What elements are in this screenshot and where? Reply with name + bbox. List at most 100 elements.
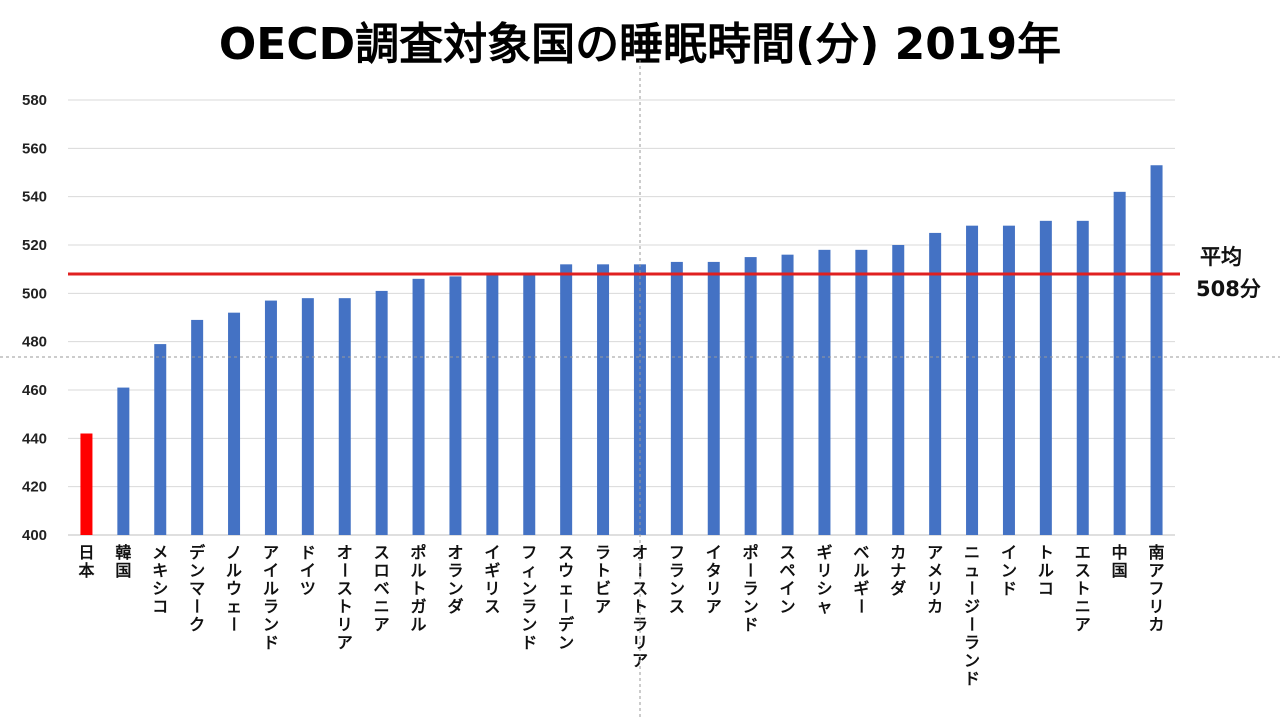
average-annotation: 平均 508分 (68, 245, 1261, 301)
x-category-label: 中国 (1112, 543, 1128, 580)
category-char: ト (337, 597, 353, 616)
grid-lines (68, 99, 1175, 536)
category-char: デ (189, 543, 206, 562)
category-char: メ (152, 543, 168, 562)
category-char: ェ (226, 597, 242, 616)
category-char: ギ (816, 543, 832, 562)
category-char: ド (263, 633, 279, 652)
category-char: ル (411, 561, 427, 580)
category-char: ベ (853, 543, 869, 562)
category-char: ベ (374, 579, 390, 598)
category-char: ポ (411, 543, 427, 562)
category-char: 国 (115, 561, 131, 580)
category-char: ス (337, 579, 353, 598)
category-char: ー (962, 616, 981, 632)
y-tick-label: 400 (22, 527, 47, 544)
y-axis-tick-labels: 400 420 440 460 480 500 520 540 560 580 (22, 92, 47, 544)
category-char: 本 (78, 561, 94, 580)
category-char: リ (1149, 597, 1165, 616)
category-char: ロ (374, 561, 390, 580)
x-category-label: カナダ (890, 543, 906, 598)
category-char: デ (558, 615, 575, 634)
category-char: カ (890, 543, 906, 562)
bar (929, 232, 942, 535)
category-char: ル (853, 561, 869, 580)
category-char: イ (780, 579, 796, 598)
category-char: ン (558, 633, 574, 652)
bar (191, 319, 204, 535)
bar (80, 433, 93, 535)
category-char: リ (816, 561, 832, 580)
category-char: リ (484, 579, 500, 598)
category-char: ン (964, 651, 980, 670)
category-char: ン (669, 579, 685, 598)
category-char: ギ (484, 561, 500, 580)
category-char: コ (152, 597, 168, 616)
category-char: リ (706, 579, 722, 598)
category-char: ツ (300, 579, 316, 598)
category-char: ア (1075, 615, 1091, 634)
category-char: ス (669, 597, 685, 616)
category-char: ラ (447, 561, 463, 580)
category-char: 国 (1112, 561, 1128, 580)
y-tick-label: 520 (22, 237, 47, 254)
bar (523, 274, 536, 535)
x-axis-category-labels: 日本韓国メキシコデンマークノルウェーアイルランドドイツオーストリアスロベニアポル… (78, 543, 1164, 688)
category-char: メ (927, 561, 943, 580)
category-char: オ (337, 543, 353, 562)
category-char: 韓 (115, 543, 131, 562)
category-char: オ (447, 543, 463, 562)
category-char: ニ (374, 597, 390, 616)
category-char: ラ (964, 633, 980, 652)
category-char: ド (964, 669, 980, 688)
category-char: ュ (964, 561, 980, 580)
bar (301, 298, 314, 535)
bar (375, 290, 388, 535)
y-tick-label: 500 (22, 285, 47, 302)
bar (338, 298, 351, 535)
category-char: ー (962, 580, 981, 596)
category-char: ー (741, 562, 760, 578)
category-char: ラ (669, 561, 685, 580)
guide-lines (0, 60, 1280, 718)
bar (560, 264, 573, 535)
bar (744, 257, 757, 535)
category-char: ペ (780, 561, 796, 580)
bar (633, 264, 646, 535)
category-char: フ (521, 543, 537, 562)
category-char: ラ (263, 597, 279, 616)
category-char: ル (263, 579, 279, 598)
category-char: ャ (816, 597, 832, 616)
category-char: ウ (558, 561, 574, 580)
category-char: ビ (595, 579, 611, 598)
category-char: シ (152, 579, 168, 598)
y-tick-label: 480 (22, 334, 47, 351)
category-char: ェ (558, 579, 574, 598)
category-char: シ (816, 579, 832, 598)
category-char: イ (706, 543, 722, 562)
bar (1113, 191, 1126, 536)
category-char: キ (152, 561, 168, 580)
bar (486, 274, 499, 535)
category-char: イ (484, 543, 500, 562)
category-char: ラ (743, 579, 759, 598)
category-char: ー (335, 562, 354, 578)
category-char: ー (630, 562, 649, 578)
category-char: ア (927, 543, 943, 562)
category-char: ス (484, 597, 500, 616)
category-char: ク (189, 615, 205, 634)
x-category-label: 日本 (78, 543, 94, 580)
category-char: ニ (964, 543, 980, 562)
category-char: ア (595, 597, 611, 616)
category-char: ト (1075, 579, 1091, 598)
x-category-label: ドイツ (300, 543, 316, 598)
